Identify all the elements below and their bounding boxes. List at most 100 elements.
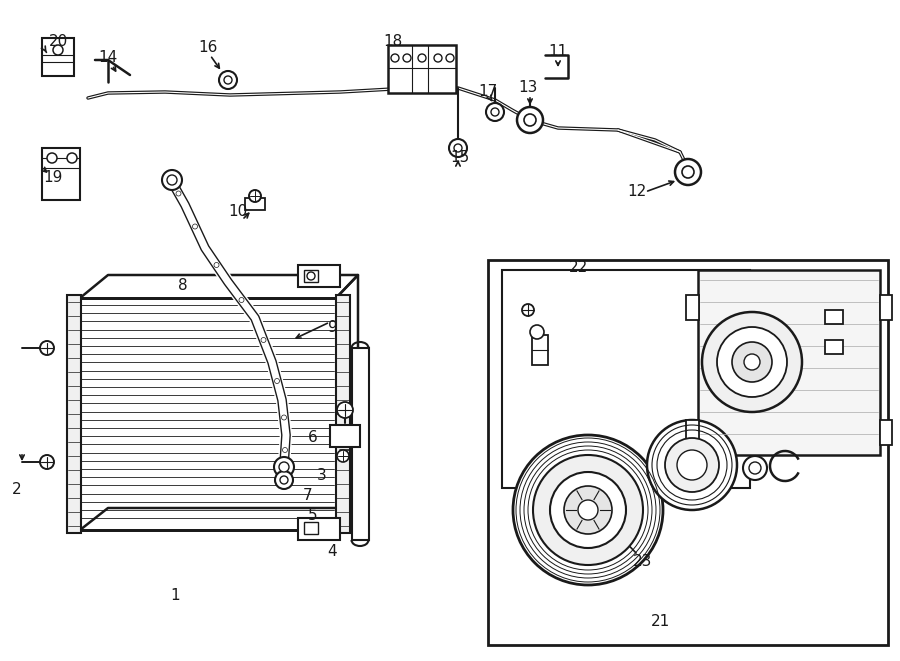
Circle shape — [564, 486, 612, 534]
Circle shape — [214, 262, 219, 268]
Circle shape — [162, 170, 182, 190]
Bar — [880, 420, 892, 445]
Text: 19: 19 — [43, 171, 63, 186]
Text: 20: 20 — [49, 34, 68, 50]
Bar — [388, 45, 456, 93]
Circle shape — [337, 402, 353, 418]
Circle shape — [274, 379, 280, 383]
Circle shape — [176, 191, 181, 196]
Circle shape — [167, 175, 177, 185]
Circle shape — [717, 327, 787, 397]
Text: 12: 12 — [627, 184, 646, 200]
Circle shape — [732, 342, 772, 382]
Text: 7: 7 — [303, 488, 313, 502]
Circle shape — [224, 76, 232, 84]
Text: 15: 15 — [450, 151, 470, 165]
Circle shape — [403, 54, 411, 62]
Circle shape — [647, 420, 737, 510]
Bar — [42, 148, 80, 200]
Bar — [304, 270, 318, 282]
Circle shape — [682, 166, 694, 178]
Text: 18: 18 — [383, 34, 402, 50]
Circle shape — [434, 54, 442, 62]
Circle shape — [743, 456, 767, 480]
Bar — [330, 425, 360, 447]
Text: 23: 23 — [634, 555, 652, 570]
Circle shape — [53, 45, 63, 55]
Text: 17: 17 — [479, 85, 498, 100]
Circle shape — [513, 435, 663, 585]
Text: 4: 4 — [328, 545, 337, 559]
Circle shape — [261, 338, 266, 342]
Text: 3: 3 — [317, 467, 327, 483]
Bar — [825, 340, 843, 354]
Bar — [298, 518, 340, 540]
Circle shape — [522, 304, 534, 316]
Text: 1: 1 — [170, 588, 180, 602]
Circle shape — [337, 450, 349, 462]
Bar — [698, 270, 880, 455]
Bar — [78, 298, 336, 530]
Circle shape — [446, 54, 454, 62]
Circle shape — [517, 107, 543, 133]
Text: 14: 14 — [98, 50, 118, 65]
Circle shape — [486, 103, 504, 121]
Bar — [42, 38, 74, 76]
Bar — [67, 295, 81, 533]
Circle shape — [239, 297, 244, 303]
Circle shape — [219, 71, 237, 89]
Bar — [532, 335, 548, 365]
Circle shape — [40, 455, 54, 469]
Circle shape — [533, 455, 643, 565]
Circle shape — [702, 312, 802, 412]
Circle shape — [675, 159, 701, 185]
Text: 16: 16 — [198, 40, 218, 56]
Bar — [686, 295, 699, 320]
Bar — [298, 265, 340, 287]
Circle shape — [280, 476, 288, 484]
Bar — [336, 295, 350, 533]
Circle shape — [530, 325, 544, 339]
Circle shape — [279, 462, 289, 472]
Circle shape — [47, 153, 57, 163]
Circle shape — [744, 354, 760, 370]
Circle shape — [40, 341, 54, 355]
Bar — [825, 310, 843, 324]
Bar — [880, 295, 892, 320]
Text: 22: 22 — [569, 260, 588, 276]
Text: 11: 11 — [548, 44, 568, 59]
Bar — [352, 348, 369, 540]
Circle shape — [491, 108, 499, 116]
Bar — [245, 198, 265, 210]
Circle shape — [282, 415, 286, 420]
Bar — [686, 420, 699, 445]
Circle shape — [274, 457, 294, 477]
Circle shape — [275, 471, 293, 489]
Circle shape — [307, 272, 315, 280]
Circle shape — [283, 447, 287, 453]
Text: 21: 21 — [651, 615, 670, 629]
Circle shape — [67, 153, 77, 163]
Circle shape — [749, 462, 761, 474]
Circle shape — [578, 500, 598, 520]
Circle shape — [677, 450, 707, 480]
Text: 13: 13 — [518, 81, 537, 95]
Bar — [502, 270, 750, 488]
Text: 8: 8 — [178, 278, 188, 293]
Bar — [488, 260, 888, 645]
Circle shape — [249, 190, 261, 202]
Circle shape — [449, 139, 467, 157]
Circle shape — [391, 54, 399, 62]
Text: 9: 9 — [328, 321, 338, 336]
Text: 6: 6 — [308, 430, 318, 446]
Text: 5: 5 — [308, 508, 318, 522]
Circle shape — [524, 114, 536, 126]
Circle shape — [550, 472, 626, 548]
Circle shape — [665, 438, 719, 492]
Circle shape — [193, 224, 197, 229]
Circle shape — [454, 144, 462, 152]
Circle shape — [418, 54, 426, 62]
Text: 2: 2 — [13, 483, 22, 498]
Bar — [304, 522, 318, 534]
Text: 10: 10 — [229, 204, 248, 219]
